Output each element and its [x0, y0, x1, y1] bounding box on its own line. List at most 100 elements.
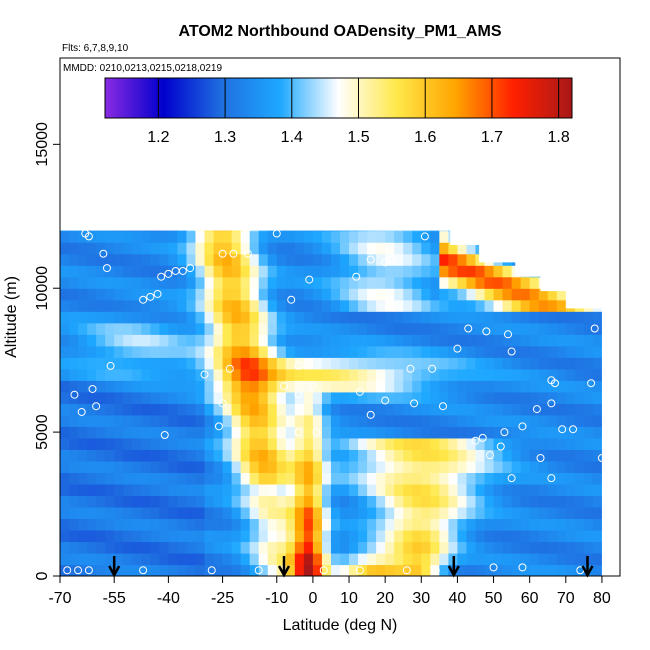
heatmap-cell [502, 242, 513, 255]
heatmap-cell [240, 357, 251, 370]
heatmap-cell [96, 564, 106, 576]
heatmap-cell [195, 242, 206, 255]
heatmap-cell [177, 276, 188, 289]
heatmap-cell [87, 368, 97, 381]
heatmap-cell [430, 357, 440, 370]
heatmap-cell [240, 299, 251, 312]
heatmap-cell [150, 529, 160, 543]
heatmap-cell [358, 380, 368, 393]
heatmap-cell [439, 230, 449, 243]
heatmap-cell [285, 345, 296, 358]
heatmap-cell [132, 276, 142, 289]
heatmap-cell [204, 564, 215, 576]
heatmap-cell [340, 391, 350, 404]
heatmap-cell [592, 380, 602, 393]
heatmap-cell [493, 265, 504, 278]
heatmap-cell [321, 276, 332, 289]
heatmap-cell [403, 541, 413, 554]
heatmap-cell [529, 322, 540, 335]
heatmap-cell [186, 564, 197, 576]
heatmap-cell [240, 529, 251, 543]
observation-point [355, 566, 364, 575]
heatmap-cell [213, 449, 224, 462]
heatmap-cell [547, 357, 558, 370]
heatmap-cell [466, 483, 477, 497]
heatmap-cell [412, 345, 422, 358]
heatmap-cell [276, 230, 287, 232]
heatmap-cell [321, 495, 332, 508]
heatmap-cell [376, 391, 386, 404]
heatmap-cell [132, 345, 142, 358]
heatmap-cell [565, 230, 576, 243]
flight-arrow [277, 556, 291, 578]
heatmap-cell [376, 380, 386, 393]
heatmap-cell [538, 391, 549, 404]
x-tick-label: 10 [340, 590, 358, 607]
heatmap-cell [204, 460, 215, 473]
heatmap-cell [276, 541, 287, 554]
heatmap-cell [294, 357, 305, 370]
heatmap-cell [78, 357, 88, 370]
observation-point [157, 272, 166, 281]
heatmap-cell [520, 460, 531, 473]
heatmap-cell [412, 403, 422, 416]
heatmap-cell [493, 449, 504, 462]
heatmap-cell [330, 299, 341, 312]
heatmap-cell [96, 449, 106, 462]
heatmap-cell [105, 518, 115, 531]
heatmap-cell [321, 403, 332, 416]
heatmap-cell [367, 449, 377, 462]
heatmap-cell [412, 368, 422, 381]
heatmap-cell [565, 230, 576, 232]
heatmap-cell [502, 276, 513, 289]
heatmap-cell [78, 322, 88, 335]
heatmap-cell [592, 437, 602, 450]
heatmap-cell [78, 253, 88, 266]
heatmap-cell [294, 288, 305, 301]
heatmap-cell [195, 265, 206, 278]
heatmap-cell [412, 506, 422, 520]
heatmap-cell [60, 564, 70, 576]
heatmap-cell [511, 368, 522, 381]
heatmap-cell [385, 368, 395, 381]
observation-point [225, 364, 234, 373]
heatmap-cell [349, 426, 359, 439]
heatmap-cell [105, 253, 115, 266]
heatmap-cell [502, 460, 513, 473]
heatmap-cell [574, 276, 585, 289]
heatmap-cell [69, 518, 79, 531]
heatmap-cell [403, 230, 413, 232]
heatmap-cell [141, 242, 151, 255]
heatmap-cell [168, 230, 179, 232]
heatmap-cell [394, 357, 404, 370]
colorbar-tick-label: 1.6 [414, 129, 436, 146]
heatmap-cell [583, 518, 594, 531]
heatmap-cell [69, 541, 79, 554]
heatmap-cell [574, 242, 585, 255]
heatmap-cell [141, 495, 151, 508]
heatmap-cell [312, 311, 323, 324]
heatmap-cell [385, 357, 395, 370]
heatmap-cell [294, 368, 305, 381]
heatmap-cell [186, 426, 197, 439]
heatmap-cell [511, 483, 522, 497]
heatmap-cell [222, 426, 233, 439]
heatmap-cell [276, 345, 287, 358]
heatmap-cell [340, 460, 350, 473]
heatmap-cell [574, 518, 585, 531]
heatmap-cell [466, 311, 477, 324]
heatmap-cell [466, 541, 477, 554]
heatmap-cell [123, 334, 133, 347]
heatmap-cell [475, 426, 486, 439]
heatmap-cell [240, 426, 251, 439]
heatmap-cell [340, 265, 350, 278]
heatmap-cell [466, 242, 477, 255]
heatmap-cell [195, 449, 206, 462]
heatmap-cell [231, 253, 242, 266]
heatmap-cell [258, 391, 269, 404]
heatmap-cell [96, 288, 106, 301]
heatmap-cell [69, 564, 79, 576]
heatmap-cell [159, 518, 169, 531]
heatmap-cell [484, 552, 495, 566]
heatmap-cell [141, 391, 151, 404]
